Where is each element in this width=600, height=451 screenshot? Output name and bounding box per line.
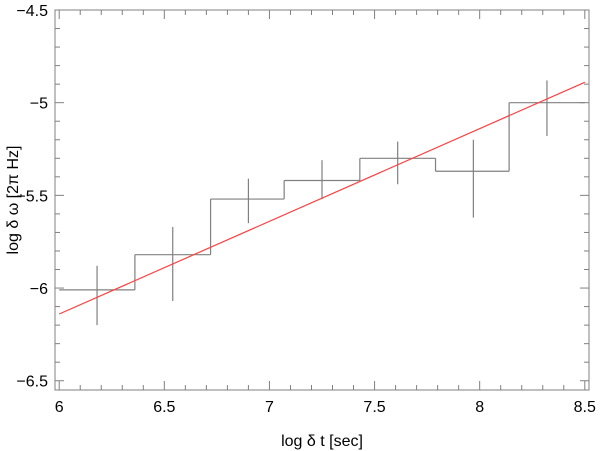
fit-line-segment bbox=[58, 81, 586, 315]
axis-ticks bbox=[55, 9, 589, 390]
x-axis-label: log δ t [sec] bbox=[281, 433, 363, 450]
y-tick-label: −5.5 bbox=[16, 188, 48, 205]
y-tick-label: −6.5 bbox=[16, 374, 48, 391]
y-tick-label: −5 bbox=[30, 96, 48, 113]
plot-frame bbox=[54, 9, 590, 391]
error-bars bbox=[96, 80, 548, 326]
y-axis-label: log δ ω [2π Hz] bbox=[5, 146, 22, 255]
tick-labels: 6 6.5 7 7.5 8 8.5 −4.5 −5 −5.5 −6 −6.5 bbox=[16, 3, 596, 416]
y-tick-label: −4.5 bbox=[16, 3, 48, 20]
y-tick-label: −6 bbox=[30, 281, 48, 298]
x-tick-label: 6 bbox=[55, 399, 64, 416]
x-tick-label: 6.5 bbox=[153, 399, 175, 416]
x-tick-label: 7.5 bbox=[363, 399, 385, 416]
fit-line bbox=[58, 81, 586, 315]
x-tick-label: 8.5 bbox=[574, 399, 596, 416]
x-tick-label: 7 bbox=[265, 399, 274, 416]
x-tick-label: 8 bbox=[475, 399, 484, 416]
